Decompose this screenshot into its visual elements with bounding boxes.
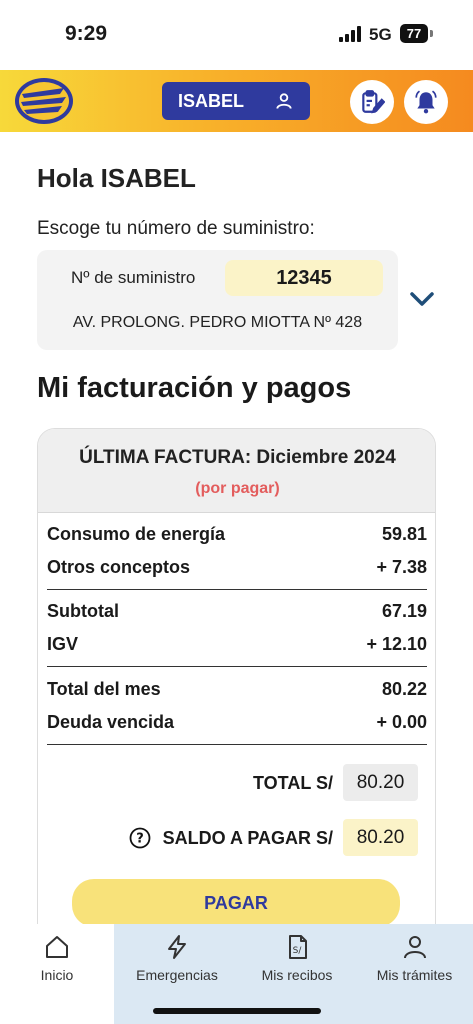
billing-section-title: Mi facturación y pagos [37,372,352,404]
row-label: Subtotal [47,601,119,621]
status-bar: 9:29 5G 77 [0,0,473,70]
home-indicator [153,1008,321,1014]
invoice-row-month-total: Total del mes 80.22 [47,679,427,705]
nav-label: Inicio [40,967,74,983]
person-icon [403,936,426,959]
divider [47,666,427,667]
nav-item-procedures[interactable]: Mis trámites [356,924,473,1024]
invoice-header: ÚLTIMA FACTURA: Diciembre 2024 (por paga… [38,429,435,513]
app-header: ISABEL [0,70,473,132]
invoice-row-other: Otros conceptos + 7.38 [47,557,427,583]
total-value: 80.20 [343,764,418,801]
battery-tip [430,30,433,37]
supply-number-value: 12345 [225,260,383,296]
user-icon [276,93,292,109]
row-value: + 0.00 [376,712,427,732]
row-label: Deuda vencida [47,712,175,732]
total-label: TOTAL S/ [252,773,333,793]
status-time: 9:29 [65,22,108,45]
requests-button[interactable] [350,80,394,124]
supply-address: AV. PROLONG. PEDRO MIOTTA Nº 428 [72,314,363,331]
logo-icon[interactable] [14,76,74,126]
row-label: Otros conceptos [47,557,191,577]
chevron-down-icon[interactable] [407,288,437,310]
svg-text:S/: S/ [293,946,303,956]
lightning-icon [168,935,186,959]
home-icon [46,936,68,958]
user-profile-button[interactable]: ISABEL [162,82,310,120]
pay-button[interactable]: PAGAR [72,879,400,927]
bell-icon [415,90,437,114]
svg-text:?: ? [136,832,144,847]
invoice-row-energy: Consumo de energía 59.81 [47,524,427,550]
nav-label: Mis recibos [261,967,333,983]
divider [47,744,427,745]
help-icon[interactable]: ? [129,827,151,849]
clipboard-edit-icon [362,90,385,114]
invoice-row-overdue: Deuda vencida + 0.00 [47,712,427,738]
nav-item-emergencies[interactable]: Emergencias [118,924,236,1024]
greeting-title: Hola ISABEL [37,163,196,193]
row-value: 67.19 [381,601,427,621]
divider [47,589,427,590]
total-row: TOTAL S/ 80.20 [38,764,435,802]
nav-item-home[interactable]: Inicio [0,924,114,1024]
network-type: 5G [369,25,392,44]
invoice-status: (por pagar) [195,480,280,497]
supply-selector[interactable]: Nº de suministro 12345 AV. PROLONG. PEDR… [37,250,398,350]
balance-value: 80.20 [343,819,418,856]
receipt-icon: S/ [289,935,307,959]
supply-prompt: Escoge tu número de suministro: [37,218,315,239]
invoice-title: ÚLTIMA FACTURA: Diciembre 2024 [79,447,396,468]
invoice-row-igv: IGV + 12.10 [47,634,427,660]
row-value: + 7.38 [376,557,427,577]
nav-item-receipts[interactable]: S/ Mis recibos [238,924,356,1024]
battery-icon: 77 [400,24,428,43]
row-value: 59.81 [381,524,427,544]
bottom-nav: Inicio Emergencias S/ Mis recibos Mis tr… [0,924,473,1024]
row-label: IGV [47,634,79,654]
row-value: + 12.10 [366,634,427,654]
nav-home-bg [0,924,114,1024]
notifications-button[interactable] [404,80,448,124]
balance-row: ? SALDO A PAGAR S/ 80.20 [38,819,435,857]
signal-icon [339,26,361,42]
row-label: Consumo de energía [47,524,226,544]
invoice-card: ÚLTIMA FACTURA: Diciembre 2024 (por paga… [37,428,436,948]
user-name: ISABEL [177,90,244,111]
invoice-row-subtotal: Subtotal 67.19 [47,601,427,627]
row-label: Total del mes [47,679,161,699]
supply-number-label: Nº de suministro [71,268,196,287]
balance-label: SALDO A PAGAR S/ [162,828,333,848]
row-value: 80.22 [381,679,427,699]
nav-label: Emergencias [136,967,218,983]
nav-label: Mis trámites [376,967,453,983]
